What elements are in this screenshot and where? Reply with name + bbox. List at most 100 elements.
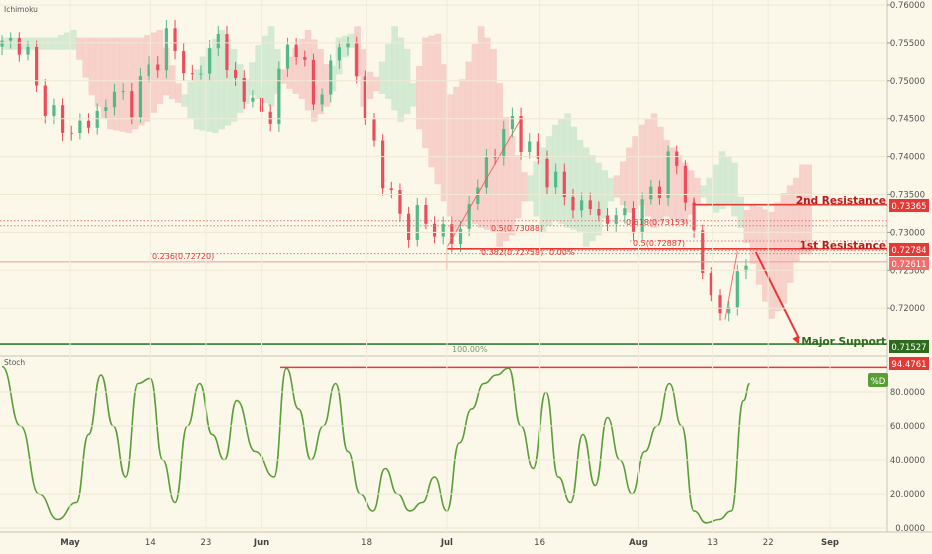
cloud-segment (255, 45, 263, 99)
candle-body (381, 140, 385, 189)
cloud-segment (453, 86, 460, 232)
cloud-segment (249, 62, 256, 96)
candle-body (424, 204, 428, 224)
candle-body (9, 38, 13, 41)
fib-382-label: 0.382(0.72759) (481, 248, 543, 257)
cloud-segment (51, 37, 59, 50)
cloud-segment (82, 37, 90, 78)
candle-body (536, 141, 540, 159)
cloud-segment (94, 37, 102, 107)
candle-body (484, 157, 489, 188)
candle-body (744, 265, 748, 272)
cloud-segment (26, 37, 34, 50)
stoch-tick-label: 0.0000 (895, 524, 925, 534)
tag-stoch-level-text: 94.4761 (891, 360, 926, 370)
cloud-segment (378, 61, 386, 94)
cloud-segment (792, 177, 800, 262)
projection-arrow (754, 251, 801, 345)
cloud-segment (545, 136, 553, 226)
cloud-segment (70, 30, 77, 50)
cloud-segment (471, 43, 479, 225)
stoch-path (1, 365, 751, 524)
candle-body (294, 44, 298, 58)
fib-618-label: 0.618(0.73153) (626, 218, 688, 227)
cloud-segment (236, 64, 244, 113)
fib-50b-label: 0.5(0.72887) (633, 239, 685, 248)
stoch-tick-label: 60.0000 (890, 422, 925, 432)
cloud-segment (718, 151, 726, 209)
cloud-segment (514, 155, 522, 219)
cloud-segment (428, 35, 436, 168)
cloud-segment (403, 48, 411, 115)
cloud-segment (187, 81, 195, 118)
cloud-segment (2, 37, 9, 50)
candle-body (545, 158, 549, 188)
candle-body (640, 199, 644, 234)
tag-major-support: 0.71527 (889, 340, 929, 353)
cloud-segment (459, 79, 466, 226)
cloud-segment (348, 33, 355, 48)
projection-shaft (754, 251, 801, 340)
candle-body (95, 110, 99, 128)
cloud-segment (422, 37, 429, 149)
candle-body (727, 307, 731, 314)
cloud-segment (669, 147, 677, 220)
time-tick-label: 14 (145, 538, 156, 548)
cloud-segment (230, 48, 238, 122)
cloud-segment (465, 61, 473, 221)
cloud-segment (539, 147, 547, 232)
candle-body (718, 295, 722, 314)
candle-body (692, 202, 696, 231)
candle-body (225, 34, 229, 70)
candle-body (675, 151, 679, 166)
candle-body (251, 97, 255, 102)
cloud-segment (582, 147, 590, 247)
cloud-segment (14, 37, 22, 50)
cloud-segment (181, 94, 188, 107)
tag-stoch-level: 94.4761 (889, 357, 929, 370)
candle-body (450, 224, 454, 244)
candle-body (389, 188, 393, 191)
ichimoku-label: Ichimoku (4, 5, 38, 14)
candle-body (519, 115, 523, 152)
cloud-segment (280, 69, 287, 84)
cloud-segment (490, 48, 497, 232)
cloud-segment (533, 161, 541, 217)
cloud-segment (607, 177, 615, 202)
candle-body (458, 228, 463, 244)
cloud-segment (483, 37, 491, 230)
cloud-segment (527, 175, 534, 202)
candle-body (86, 120, 91, 128)
stoch-legend-text: %D (871, 377, 886, 387)
tag-major-support-text: 0.71527 (891, 343, 926, 353)
candle-body (208, 48, 212, 74)
cloud-segment (366, 71, 374, 99)
candle-body (493, 157, 497, 159)
candle-body (467, 203, 471, 229)
cloud-segment (706, 177, 714, 206)
cloud-segment (416, 66, 423, 130)
candle-body (311, 59, 316, 105)
price-tick-label: 0.73000 (890, 228, 925, 238)
stoch-tick-label: 40.0000 (890, 456, 925, 466)
cloud-segment (131, 37, 139, 130)
cloud-segment (107, 37, 114, 130)
cloud-segment (521, 172, 528, 202)
candle-body (562, 171, 566, 197)
stochastic-line (1, 365, 887, 524)
time-tick-label: 18 (361, 538, 372, 548)
cloud-segment (360, 48, 368, 107)
candle-body (372, 119, 376, 141)
cloud-segment (205, 47, 213, 132)
cloud-segment (168, 65, 176, 99)
candle-body (476, 187, 480, 204)
cloud-segment (341, 35, 349, 58)
cloud-segment (88, 37, 96, 96)
candle-body (190, 73, 194, 75)
time-tick-label: Jun (253, 538, 269, 548)
cloud-segment (496, 83, 504, 247)
candle-body (164, 28, 168, 71)
time-tick-label: May (60, 538, 80, 548)
cloud-segment (731, 162, 738, 217)
